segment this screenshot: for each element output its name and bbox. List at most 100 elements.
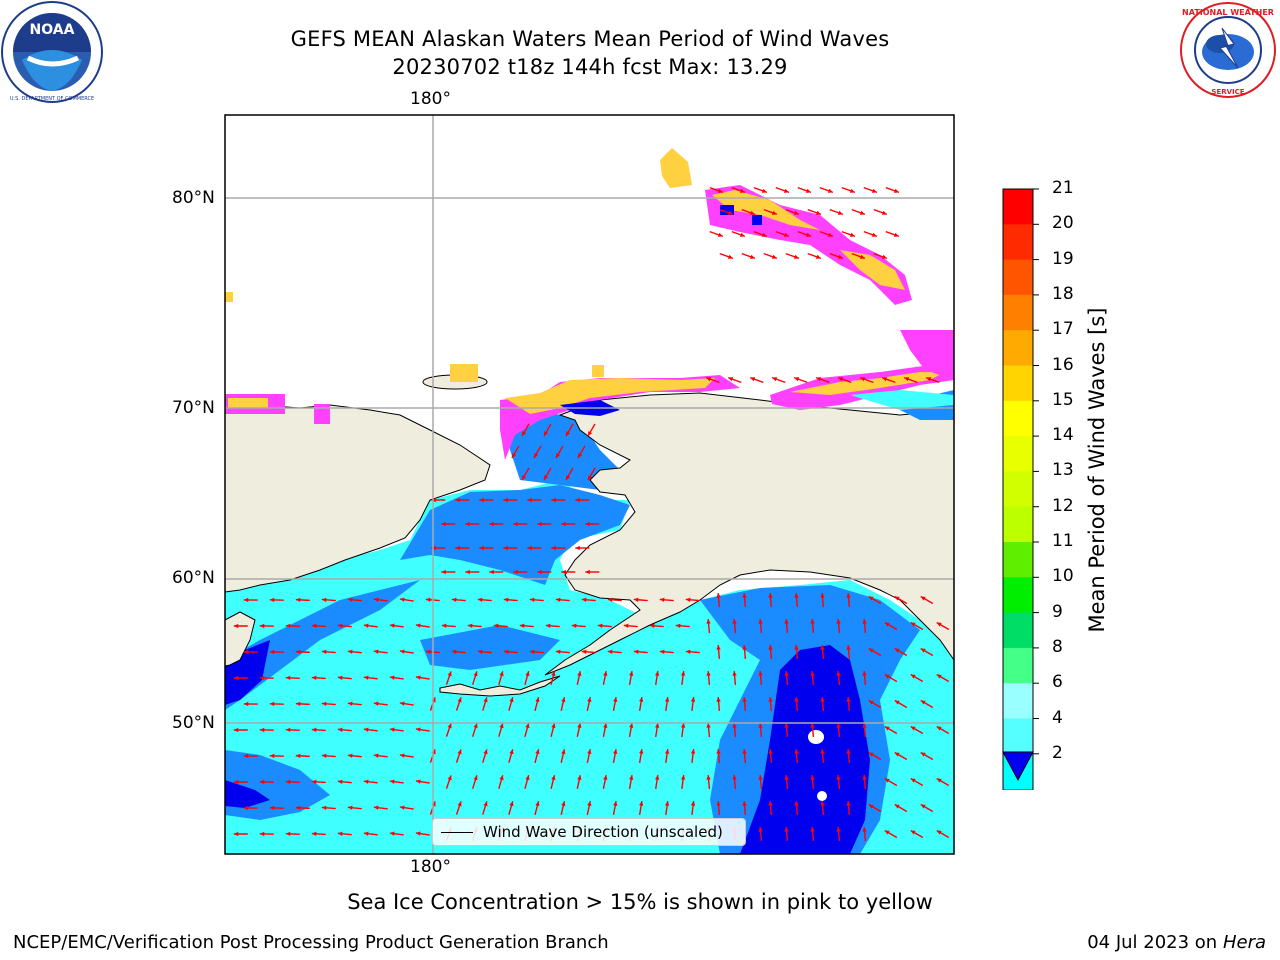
wind-arrow-head [399,649,405,654]
colorbar-cell [1003,718,1033,755]
wind-arrow-head [936,778,942,783]
wind-arrow-head [493,623,499,628]
wind-arrow-head [742,645,747,650]
wind-arrow-head [447,723,452,729]
wind-arrow-head [836,723,841,728]
footer-right: 04 Jul 2023 on Hera [1087,932,1266,953]
wind-arrow-head [399,805,405,810]
wind-arrow-head [455,497,460,503]
colorbar-cell [1003,506,1033,543]
wind-arrow-head [441,623,447,628]
wind-arrow-head [399,753,405,758]
wind-arrow-head [633,597,639,602]
wind-arrow-head [321,753,327,758]
wind-arrow-head [884,622,890,627]
wind-arrow-head [363,831,369,836]
wind-arrow-head [820,801,825,806]
wind-arrow-head [311,831,317,836]
wind-arrow-head [425,597,431,602]
wind-arrow-head [577,723,582,729]
wind-arrow-head [893,188,899,193]
wind-arrow-head [742,801,747,806]
wind-arrow-head [389,675,395,680]
colorbar-tick-label: 10 [1052,566,1074,587]
wind-arrow-head [373,805,379,810]
wind-arrow-head [772,377,778,382]
wind-arrow-head [499,671,504,677]
wind-arrow-head [820,749,825,754]
wind-arrow-head [664,801,670,806]
colorbar-ticks [1033,188,1039,755]
wind-arrow-head [243,701,249,707]
wind-arrow-head [761,232,767,237]
wind-arrow-head [347,649,353,654]
wind-arrow-head [529,597,535,602]
wind-arrow-head [784,827,789,832]
wind-arrow-head [894,648,900,653]
wind-arrow-head [768,749,773,754]
wind-arrow-head [846,645,851,650]
wind-arrow-head [732,619,737,624]
wind-arrow-head [521,475,527,481]
wind-arrow-head [761,188,767,193]
wind-arrow-head [716,697,721,702]
svg-text:NOAA: NOAA [30,22,75,38]
wind-arrow-head [465,569,470,575]
wind-arrow-head [551,723,556,729]
wind-arrow-head [868,752,874,757]
wind-arrow-head [603,775,608,780]
ocean-blue-mid [420,625,560,670]
land-aleutians [439,675,561,697]
wind-arrow-head [551,775,556,781]
wind-arrow-head [577,453,583,459]
ocean-darkblue-gulf [740,645,870,854]
lat-label-70: 70°N [172,398,215,418]
wind-arrow-head [259,727,265,733]
wind-arrow-head [561,521,566,527]
wind-arrow-head [581,597,587,602]
wind-arrow-head [739,232,745,237]
wind-arrow-head [871,188,877,193]
wind-arrow-head [373,597,379,602]
wind-arrow-head [859,254,865,259]
wind-arrow-head [415,779,421,784]
wind-arrow-head [654,723,660,728]
wind-arrow-head [415,675,421,680]
wind-arrow-head [920,700,926,705]
wind-arrow-head [846,593,851,598]
wind-arrow-head [555,453,561,459]
wind-arrow-head [862,723,867,728]
wind-arrow-head [920,596,926,601]
wind-arrow-head [882,377,888,382]
wind-arrow-head [337,831,343,836]
wind-arrow-head [415,727,421,732]
wind-arrow-head [513,521,518,527]
wind-arrow-head [727,210,733,215]
wind-arrow-head [597,623,603,628]
wind-arrow-head [894,804,900,809]
wind-arrow-head [285,675,291,681]
wind-arrow-head [727,254,733,259]
wind-arrow-head [555,597,561,602]
wind-arrow-head [794,645,799,650]
wind-arrow-head [259,623,265,629]
wind-arrow-head [794,697,799,702]
wind-arrow-head [457,801,462,807]
wind-arrow-head [389,727,395,732]
wind-arrow-head [525,723,530,729]
wind-arrow-head [545,623,551,628]
wind-arrow-head [936,674,942,679]
wind-arrow-head [503,649,509,654]
wind-arrow-head [585,521,590,527]
wind-arrow-head [587,475,593,481]
wind-arrow-head [581,649,587,654]
wind-arrow-head [607,649,613,654]
wind-arrow-head [868,700,874,705]
wind-arrow-head [447,671,452,677]
wind-arrow-head [868,804,874,809]
wind-arrow-head [732,671,737,676]
wind-arrow-head [479,497,484,503]
colorbar-tick-label: 13 [1052,460,1074,481]
sea-ice-caption: Sea Ice Concentration > 15% is shown in … [347,890,933,914]
wind-arrow-head [363,623,369,628]
